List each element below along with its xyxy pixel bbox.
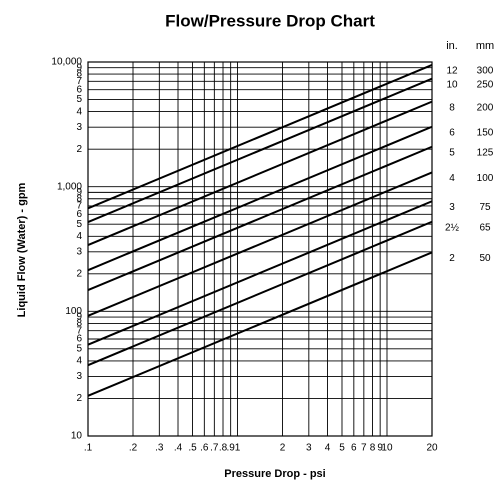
y-tick-label: 7 xyxy=(76,76,82,87)
series-line xyxy=(87,145,433,292)
y-tick-label: 10 xyxy=(71,431,83,442)
y-tick-label: 5 xyxy=(76,344,82,355)
series-line xyxy=(87,125,433,272)
y-tick-label: 8 xyxy=(76,318,82,329)
x-tick-label: .9 xyxy=(226,443,235,454)
series-line xyxy=(87,200,433,346)
series-line xyxy=(87,77,433,223)
legend-label: 150 xyxy=(477,127,494,138)
legend-label: 250 xyxy=(477,79,494,90)
x-tick-label: 2 xyxy=(280,443,286,454)
x-tick-label: .2 xyxy=(129,443,138,454)
y-tick-label: 100 xyxy=(65,306,82,317)
plot-frame xyxy=(87,61,433,437)
x-tick-label: 7 xyxy=(361,443,367,454)
series-line xyxy=(87,251,433,397)
y-tick-label: 9 xyxy=(76,62,82,73)
y-tick-label: 4 xyxy=(76,106,82,117)
legend-label: 5 xyxy=(449,147,455,158)
x-tick-label: .5 xyxy=(188,443,197,454)
x-tick-label: .8 xyxy=(219,443,228,454)
series-line xyxy=(87,100,433,246)
x-tick-label: 9 xyxy=(377,443,383,454)
legend-label: 300 xyxy=(477,66,494,77)
legend-label: 10 xyxy=(446,79,458,90)
y-tick-label: 3 xyxy=(76,371,82,382)
x-tick-label: 5 xyxy=(339,443,345,454)
y-tick-label: 10,000 xyxy=(51,57,82,68)
x-axis-label: Pressure Drop - psi xyxy=(224,468,325,480)
series-line xyxy=(87,220,433,367)
x-tick-label: 3 xyxy=(306,443,312,454)
legend-label: 2 xyxy=(449,253,455,264)
series-line xyxy=(87,63,433,210)
y-tick-label: 3 xyxy=(76,246,82,257)
x-tick-label: .4 xyxy=(174,443,183,454)
legend-label: 75 xyxy=(479,202,491,213)
y-tick-label: 5 xyxy=(76,94,82,105)
legend-label: 100 xyxy=(477,173,494,184)
y-tick-label: 5 xyxy=(76,219,82,230)
y-tick-label: 9 xyxy=(76,312,82,323)
y-tick-label: 2 xyxy=(76,268,82,279)
x-tick-label: .3 xyxy=(155,443,164,454)
x-tick-label: 8 xyxy=(370,443,376,454)
legend-label: 8 xyxy=(449,102,455,113)
x-tick-label: .7 xyxy=(210,443,219,454)
y-tick-label: 1,000 xyxy=(57,181,82,192)
x-tick-label: 20 xyxy=(426,443,438,454)
x-tick-label: 4 xyxy=(325,443,331,454)
legend-header: in. xyxy=(446,40,458,52)
series-line xyxy=(87,171,433,317)
y-tick-label: 4 xyxy=(76,231,82,242)
y-tick-label: 2 xyxy=(76,144,82,155)
y-tick-label: 3 xyxy=(76,122,82,133)
legend-label: 12 xyxy=(446,66,458,77)
x-tick-label: 10 xyxy=(381,443,393,454)
legend-label: 200 xyxy=(477,102,494,113)
x-tick-label: 1 xyxy=(235,443,241,454)
y-tick-label: 4 xyxy=(76,356,82,367)
y-tick-label: 9 xyxy=(76,187,82,198)
legend-label: 4 xyxy=(449,173,455,184)
legend-label: 50 xyxy=(479,253,491,264)
y-tick-label: 6 xyxy=(76,334,82,345)
y-tick-label: 8 xyxy=(76,193,82,204)
y-tick-label: 2 xyxy=(76,393,82,404)
x-tick-label: .1 xyxy=(84,443,93,454)
y-tick-label: 8 xyxy=(76,69,82,80)
y-tick-label: 7 xyxy=(76,325,82,336)
legend-label: 2½ xyxy=(445,222,460,233)
x-tick-label: 6 xyxy=(351,443,357,454)
legend-label: 6 xyxy=(449,127,455,138)
legend-label: 125 xyxy=(477,147,494,158)
y-tick-label: 6 xyxy=(76,84,82,95)
x-tick-label: .6 xyxy=(200,443,209,454)
chart-title: Flow/Pressure Drop Chart xyxy=(165,11,375,30)
y-axis-label: Liquid Flow (Water) - gpm xyxy=(16,182,28,317)
y-tick-label: 7 xyxy=(76,201,82,212)
legend-header: mm xyxy=(476,40,494,52)
legend-label: 65 xyxy=(479,222,491,233)
legend-label: 3 xyxy=(449,202,455,213)
y-tick-label: 6 xyxy=(76,209,82,220)
